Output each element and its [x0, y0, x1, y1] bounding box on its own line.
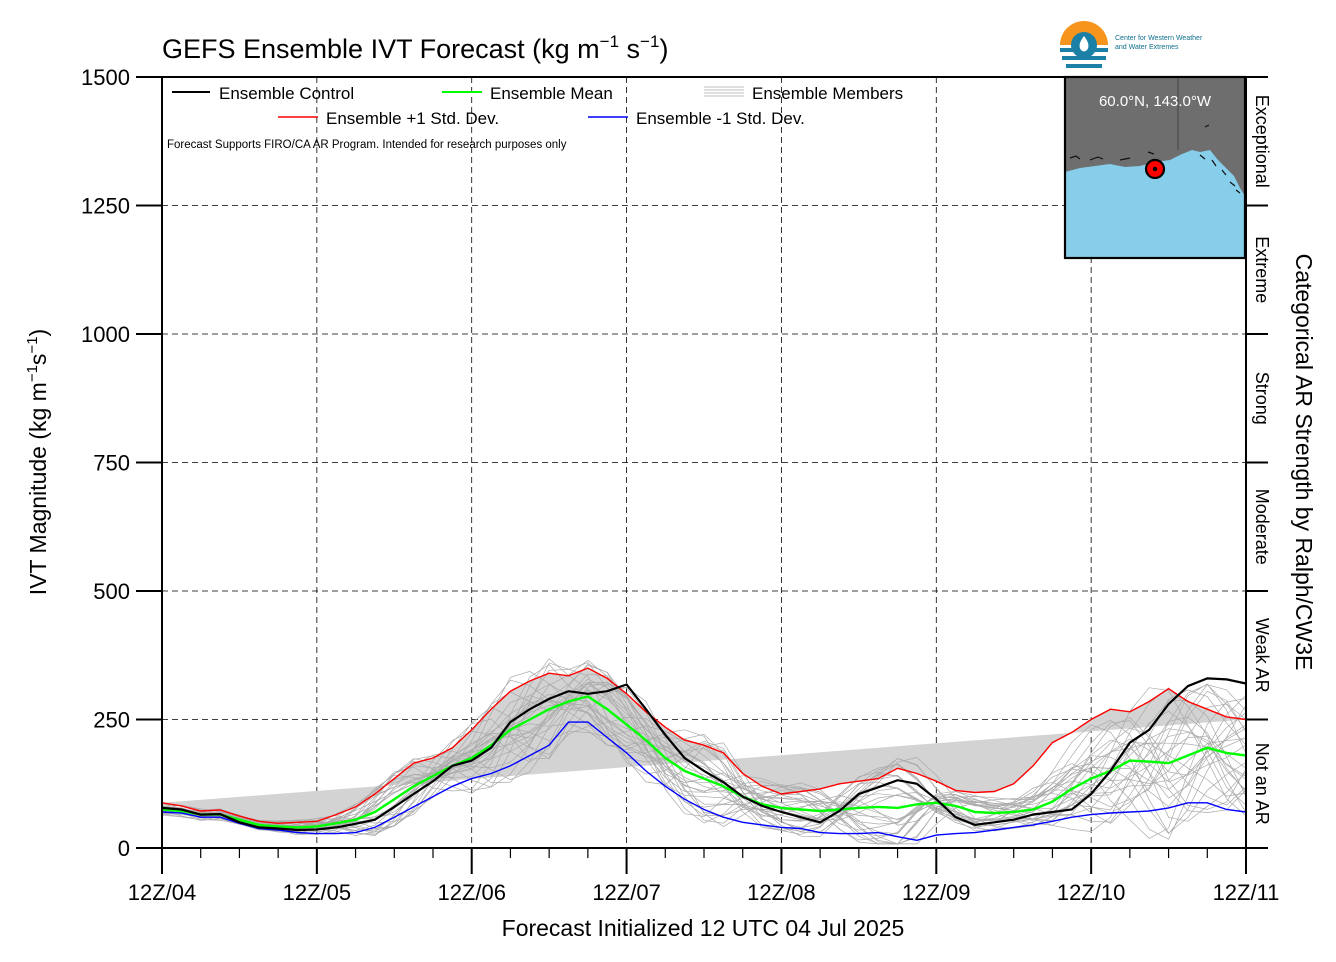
- plot-area: [162, 658, 1246, 845]
- y-tick-label: 750: [93, 451, 130, 476]
- member-line-26: [162, 716, 1246, 845]
- x-tick-label: 12Z/08: [747, 880, 816, 905]
- member-line-28: [162, 663, 1246, 831]
- legend-plus: Ensemble +1 Std. Dev.: [326, 109, 499, 128]
- chart-title: GEFS Ensemble IVT Forecast (kg m−1 s−1): [162, 32, 668, 64]
- y-tick-label: 500: [93, 579, 130, 604]
- location-inset-map: 60.0°N, 143.0°W: [1063, 75, 1247, 260]
- category-label: Weak AR: [1252, 618, 1272, 693]
- legend-minus: Ensemble -1 Std. Dev.: [636, 109, 805, 128]
- mean-line: [162, 695, 1246, 829]
- category-label: Moderate: [1252, 489, 1272, 565]
- logo-line1: Center for Western Weather: [1115, 35, 1203, 42]
- x-tick-label: 12Z/04: [128, 880, 197, 905]
- right-axis-label: Categorical AR Strength by Ralph/CW3E: [1291, 254, 1317, 671]
- plus-std-line: [162, 667, 1246, 825]
- inset-coastline: [1069, 124, 1241, 194]
- x-axis-label: Forecast Initialized 12 UTC 04 Jul 2025: [502, 915, 905, 941]
- member-line-16: [162, 719, 1246, 845]
- x-tick-label: 12Z/07: [592, 880, 661, 905]
- ar-category-axis: Not an AR Weak AR Moderate Strong Extreme Exc…: [1246, 76, 1272, 849]
- cw3e-logo: Center for Western Weather and Water Ext…: [1058, 21, 1203, 71]
- member-line-24: [162, 664, 1246, 836]
- y-tick-label: 1500: [81, 65, 130, 90]
- member-line-14: [162, 658, 1246, 835]
- legend: Ensemble Control Ensemble Mean Ensemble …: [167, 84, 903, 151]
- legend-swatch-members: [704, 86, 744, 97]
- legend-members: Ensemble Members: [752, 84, 903, 103]
- x-axis: 12Z/04 12Z/05 12Z/06 12Z/07 12Z/08 12Z/09 12Z/…: [128, 848, 1280, 905]
- forecast-note: Forecast Supports FIRO/CA AR Program. In…: [167, 139, 567, 151]
- x-tick-label: 12Z/10: [1057, 880, 1126, 905]
- x-tick-label: 12Z/11: [1213, 880, 1280, 905]
- control-line: [162, 677, 1246, 832]
- x-tick-label: 12Z/09: [902, 880, 971, 905]
- legend-mean: Ensemble Mean: [490, 84, 613, 103]
- inset-coord: 60.0°N, 143.0°W: [1099, 93, 1212, 110]
- legend-control: Ensemble Control: [219, 84, 354, 103]
- category-label: Extreme: [1252, 236, 1272, 303]
- inset-ocean: [1065, 150, 1245, 258]
- logo-line2: and Water Extremes: [1115, 44, 1179, 51]
- member-line-18: [162, 673, 1246, 837]
- category-label: Strong: [1252, 372, 1272, 425]
- minus-std-line: [162, 721, 1246, 842]
- y-tick-label: 250: [93, 708, 130, 733]
- category-label: Exceptional: [1252, 95, 1272, 188]
- member-line-13: [162, 699, 1246, 835]
- x-tick-label: 12Z/06: [437, 880, 506, 905]
- y-tick-label: 1250: [81, 194, 130, 219]
- y-axis: 0 250 500 750 1000 1250 1500: [81, 65, 162, 861]
- y-tick-label: 1000: [81, 322, 130, 347]
- y-axis-label: IVT Magnitude (kg m−1s−1): [24, 329, 51, 595]
- x-tick-label: 12Z/05: [283, 880, 352, 905]
- y-tick-label: 0: [118, 836, 130, 861]
- category-label: Not an AR: [1252, 743, 1272, 825]
- logo-drop-icon: [1079, 36, 1089, 52]
